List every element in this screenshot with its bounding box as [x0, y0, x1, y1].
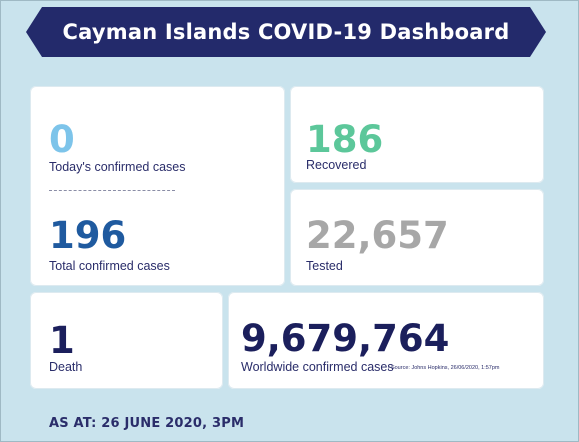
title-banner: Cayman Islands COVID-19 Dashboard: [26, 7, 546, 57]
banner-shape: [26, 7, 546, 57]
death-label: Death: [49, 360, 83, 374]
confirmed-divider: [49, 190, 175, 191]
death-value: 1: [49, 319, 75, 362]
today-confirmed-label: Today's confirmed cases: [49, 160, 186, 174]
recovered-label: Recovered: [306, 158, 367, 172]
worldwide-card: [228, 292, 544, 389]
tested-label: Tested: [306, 259, 343, 273]
worldwide-value: 9,679,764: [241, 317, 450, 360]
as-at-date: AS AT: 26 JUNE 2020, 3PM: [49, 416, 245, 431]
total-confirmed-label: Total confirmed cases: [49, 259, 170, 273]
death-card: [30, 292, 223, 389]
recovered-value: 186: [306, 118, 384, 161]
worldwide-label: Worldwide confirmed cases: [241, 360, 394, 374]
today-confirmed-value: 0: [49, 118, 75, 161]
recovered-card: [290, 86, 544, 183]
worldwide-source-note: | Source: Johns Hopkins, 26/06/2020, 1:5…: [388, 365, 500, 371]
total-confirmed-value: 196: [49, 214, 127, 257]
dashboard-title: Cayman Islands COVID-19 Dashboard: [62, 20, 510, 44]
tested-card: [290, 189, 544, 286]
confirmed-cases-card: [30, 86, 285, 286]
tested-value: 22,657: [306, 214, 449, 257]
